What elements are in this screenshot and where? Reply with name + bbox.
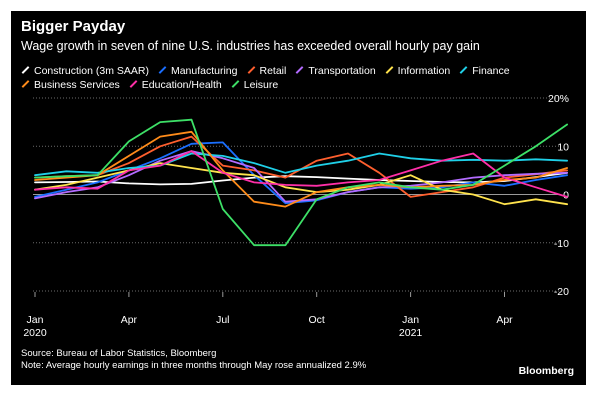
series-line [34, 150, 568, 203]
note-text: Note: Average hourly earnings in three m… [21, 360, 367, 371]
legend-label: Retail [259, 65, 287, 77]
bloomberg-logo: Bloomberg [518, 365, 574, 377]
y-tick-label: 0 [563, 190, 569, 202]
legend-item: Transportation [295, 64, 376, 78]
legend-label: Manufacturing [170, 65, 238, 77]
legend: Construction (3m SAAR) Manufacturing Retai… [21, 64, 581, 92]
series-line [34, 152, 568, 177]
x-tick-label: Oct [309, 314, 325, 326]
legend-item: Finance [459, 64, 510, 78]
x-tick-label: Jul [216, 314, 229, 326]
legend-item: Manufacturing [158, 64, 238, 78]
y-tick-label: 20% [548, 93, 569, 105]
series-line [34, 162, 568, 206]
series-line [34, 130, 568, 208]
legend-label: Transportation [308, 65, 376, 77]
legend-label: Business Services [34, 79, 120, 91]
y-tick-label: -10 [554, 238, 569, 250]
chart-title: Bigger Payday [21, 18, 126, 35]
x-tick-label: Apr [496, 314, 513, 326]
legend-label: Education/Health [141, 79, 222, 91]
source-text: Source: Bureau of Labor Statistics, Bloo… [21, 348, 217, 359]
legend-item: Construction (3m SAAR) [21, 64, 149, 78]
x-tick-label: Apr [121, 314, 138, 326]
x-tick-label: Jan [27, 314, 44, 326]
legend-item: Leisure [231, 78, 278, 92]
legend-item: Retail [247, 64, 287, 78]
x-tick-sublabel: 2021 [399, 327, 423, 339]
legend-item: Information [385, 64, 451, 78]
series-line [34, 150, 568, 198]
x-tick-label: Jan [402, 314, 419, 326]
chart-frame: Bigger Payday Wage growth in seven of ni… [11, 11, 586, 385]
x-tick-sublabel: 2020 [23, 327, 47, 339]
legend-item: Education/Health [129, 78, 222, 92]
legend-item: Business Services [21, 78, 120, 92]
legend-label: Finance [472, 65, 510, 77]
y-tick-label: -20 [554, 286, 569, 298]
series-line [34, 135, 568, 198]
source-note: Source: Bureau of Labor Statistics, Bloo… [21, 348, 366, 372]
series-line [34, 118, 568, 247]
legend-label: Leisure [243, 79, 279, 91]
y-tick-label: 10 [557, 141, 569, 153]
legend-label: Construction (3m SAAR) [34, 65, 149, 77]
chart-subtitle: Wage growth in seven of nine U.S. indust… [21, 39, 480, 53]
legend-label: Information [397, 65, 451, 77]
